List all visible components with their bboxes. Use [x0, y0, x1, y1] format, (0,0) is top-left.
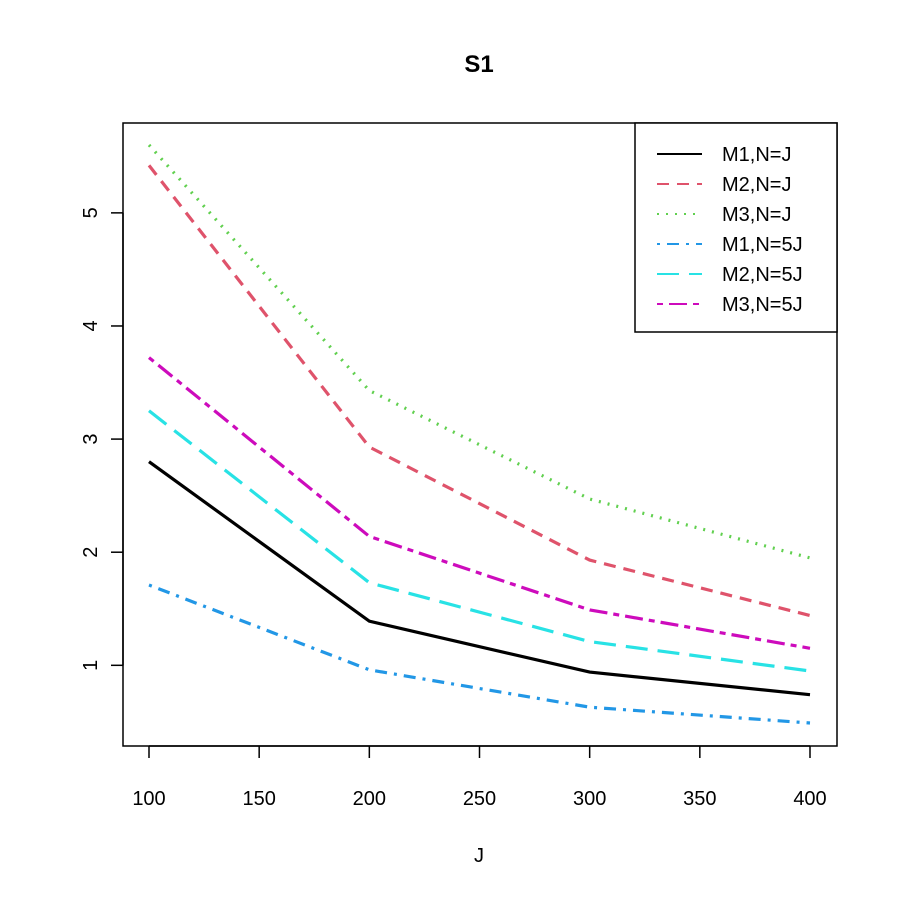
series-line [147, 164, 811, 618]
x-tick-label: 150 [242, 788, 275, 810]
x-tick-label: 400 [793, 788, 826, 810]
legend-label: M1,N=J [722, 144, 791, 166]
x-axis: 100 150 200 250 300 350 400 [132, 745, 827, 810]
legend-label: M2,N=J [722, 174, 791, 196]
legend: M1,N=J M2,N=J M3,N=J M1,N=5J M2,N=5J M3,N=5J [634, 122, 838, 333]
x-tick-label: 100 [132, 788, 165, 810]
y-tick-label: 2 [80, 547, 102, 558]
y-axis: 1 2 3 4 5 [80, 207, 124, 671]
legend-box [634, 122, 838, 333]
series-line [148, 583, 811, 725]
y-tick-label: 4 [80, 320, 102, 331]
y-tick-label: 1 [80, 660, 102, 671]
x-tick-label: 350 [683, 788, 716, 810]
x-tick-label: 250 [463, 788, 496, 810]
x-tick-label: 200 [353, 788, 386, 810]
series-group [147, 143, 811, 725]
x-tick-label: 300 [573, 788, 606, 810]
legend-label: M3,N=5J [722, 294, 803, 316]
y-tick-label: 3 [80, 434, 102, 445]
series-line [147, 356, 811, 650]
x-axis-label: J [474, 845, 484, 867]
legend-label: M1,N=5J [722, 234, 803, 256]
series-line [148, 409, 811, 673]
legend-label: M2,N=5J [722, 264, 803, 286]
series-line [148, 460, 811, 697]
legend-label: M3,N=J [722, 204, 791, 226]
chart-title: S1 [464, 51, 493, 78]
y-tick-label: 5 [80, 207, 102, 218]
